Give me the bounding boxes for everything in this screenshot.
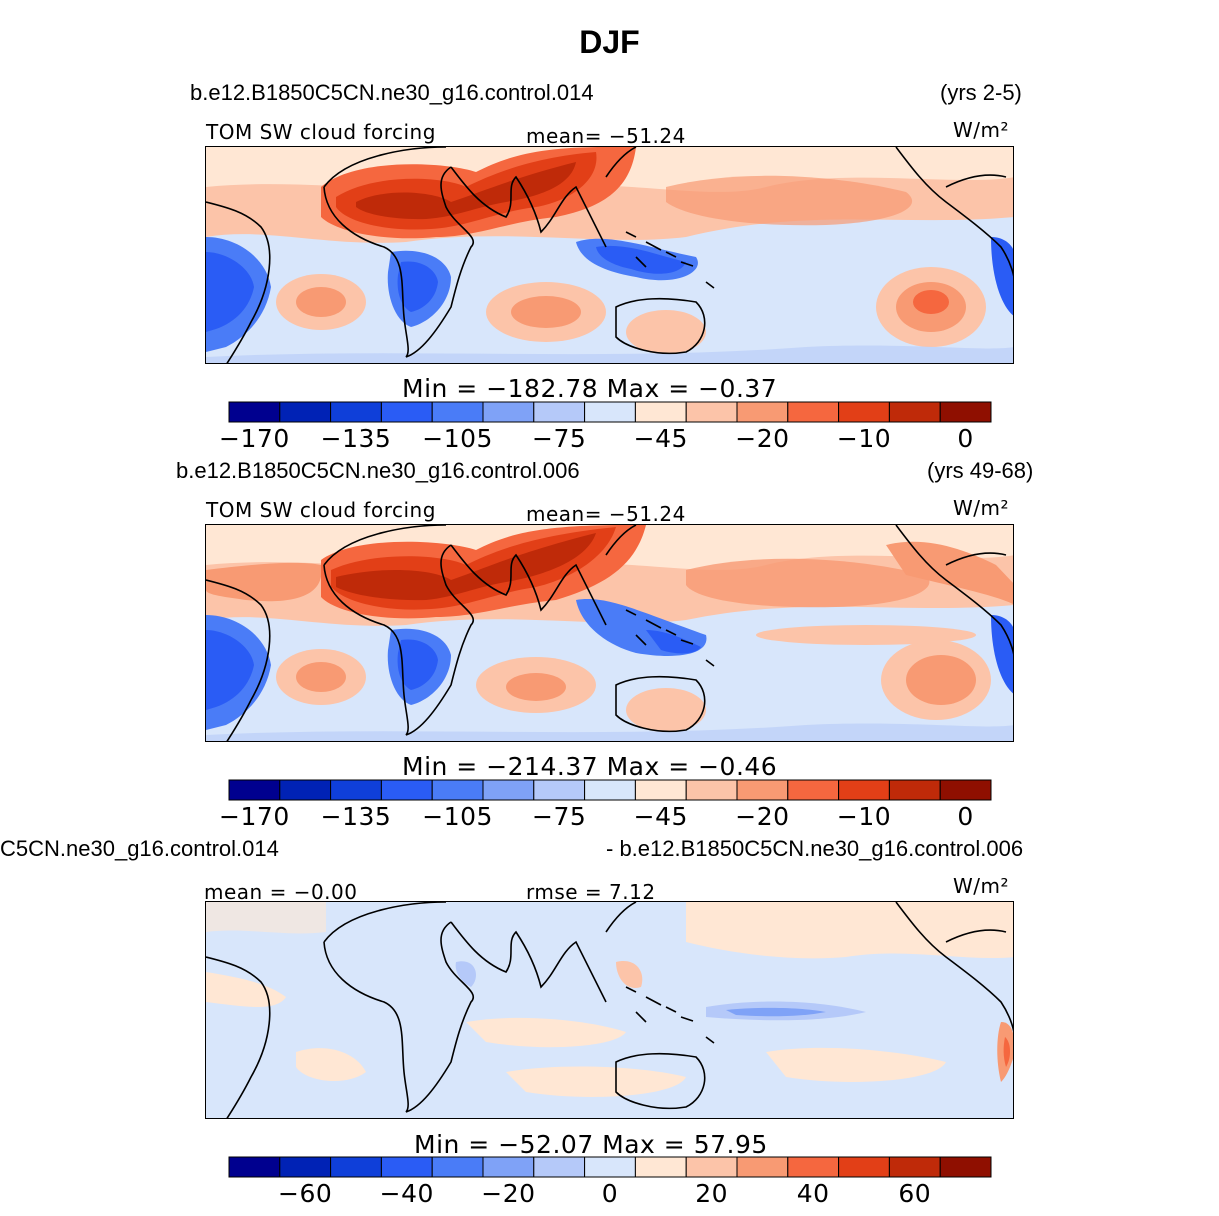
panel1-minmax: Min = −182.78 Max = −0.37 [402,374,778,403]
colorbar-swatch [584,779,636,801]
panel3-mean: mean = −0.00 [204,880,358,904]
panel2-variable: TOM SW cloud forcing [206,498,436,522]
panel3-map-field [206,902,1013,1118]
colorbar-swatch [787,779,840,801]
colorbar-swatch [279,401,332,423]
colorbar-tick-label: −45 [633,424,688,453]
panel2-mean: mean= −51.24 [526,502,686,526]
colorbar-swatch [685,401,738,423]
colorbar-tick-label: 0 [957,424,974,453]
panel3-units: W/m² [953,874,1010,898]
panel1-map [205,146,1014,364]
colorbar-swatch [228,1156,281,1178]
panel1-variable: TOM SW cloud forcing [206,120,436,144]
figure-title: DJF [579,24,640,60]
colorbar-swatch [482,401,535,423]
colorbar-swatch [736,1156,789,1178]
colorbar-swatch [330,779,382,801]
colorbar-swatch [939,401,992,423]
colorbar-swatch [939,779,992,801]
panel2-map-field [206,525,1013,741]
colorbar-swatch [279,1156,332,1178]
colorbar-tick-label: −10 [836,424,892,453]
colorbar-swatch [634,401,687,423]
colorbar-swatch [584,1156,636,1178]
colorbar-swatch [634,1156,687,1178]
colorbar-tick-label: −105 [422,424,493,453]
colorbar-tick-label: −60 [278,1179,333,1208]
panel3-case-name-left: C5CN.ne30_g16.control.014 [0,836,279,861]
panel2-colorbar [228,779,992,801]
panel1-units: W/m² [953,118,1010,142]
panel2-minmax: Min = −214.37 Max = −0.46 [402,752,778,781]
colorbar-swatch [431,1156,484,1178]
colorbar-tick-label: −20 [735,802,790,831]
colorbar-tick-label: −10 [836,802,892,831]
colorbar-swatch [380,401,433,423]
colorbar-tick-label: 0 [601,1179,619,1208]
colorbar-swatch [939,1156,992,1178]
colorbar-swatch [584,401,636,423]
colorbar-tick-label: −20 [481,1179,536,1208]
colorbar-swatch [634,779,687,801]
colorbar-swatch [838,779,890,801]
colorbar-tick-label: 0 [957,802,974,831]
colorbar-tick-label: −170 [219,424,290,453]
colorbar-swatch [838,1156,890,1178]
panel1-case-name: b.e12.B1850C5CN.ne30_g16.control.014 [190,80,594,105]
panel2-case-name: b.e12.B1850C5CN.ne30_g16.control.006 [176,458,580,483]
panel3-colorbar [228,1156,992,1178]
panel2-map [205,524,1014,742]
colorbar-swatch [431,401,484,423]
colorbar-swatch [431,779,484,801]
colorbar-tick-label: −75 [532,802,587,831]
colorbar-tick-label: −105 [422,802,493,831]
panel2-units: W/m² [953,496,1010,520]
colorbar-swatch [228,779,281,801]
panel3-map [205,901,1014,1119]
colorbar-tick-label: −135 [320,424,392,453]
colorbar-swatch [533,779,586,801]
colorbar-swatch [330,401,382,423]
colorbar-swatch [685,779,738,801]
colorbar-swatch [380,779,433,801]
colorbar-tick-label: 40 [796,1179,830,1208]
colorbar-swatch [228,401,281,423]
colorbar-swatch [888,401,941,423]
colorbar-tick-label: −20 [735,424,790,453]
panel3-rmse: rmse = 7.12 [526,880,656,904]
colorbar-swatch [482,1156,535,1178]
colorbar-swatch [330,1156,382,1178]
panel3-minmax: Min = −52.07 Max = 57.95 [414,1130,768,1159]
colorbar-swatch [380,1156,433,1178]
panel1-colorbar [228,401,992,423]
colorbar-swatch [533,1156,586,1178]
colorbar-swatch [787,401,840,423]
panel3-case-name-right: - b.e12.B1850C5CN.ne30_g16.control.006 [606,836,1024,861]
colorbar-swatch [533,401,586,423]
colorbar-swatch [279,779,332,801]
colorbar-tick-label: −40 [379,1179,434,1208]
colorbar-tick-label: 60 [898,1179,932,1208]
panel1-map-field [206,147,1013,363]
colorbar-tick-label: −170 [219,802,290,831]
panel2-years: (yrs 49-68) [927,458,1034,483]
colorbar-tick-label: 20 [695,1179,728,1208]
colorbar-swatch [736,779,789,801]
colorbar-swatch [685,1156,738,1178]
colorbar-swatch [482,779,535,801]
panel1-years: (yrs 2-5) [940,80,1022,105]
colorbar-swatch [838,401,890,423]
panel1-mean: mean= −51.24 [526,124,686,148]
colorbar-swatch [736,401,789,423]
colorbar-tick-label: −45 [633,802,688,831]
colorbar-swatch [787,1156,840,1178]
colorbar-swatch [888,1156,941,1178]
colorbar-swatch [888,779,941,801]
colorbar-tick-label: −135 [320,802,392,831]
colorbar-tick-label: −75 [532,424,587,453]
